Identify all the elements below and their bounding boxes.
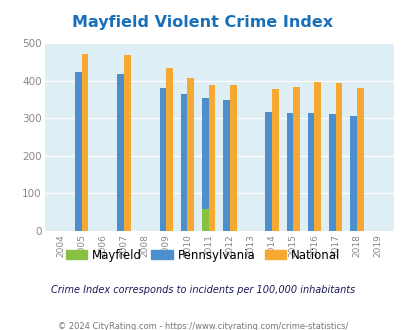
Bar xyxy=(124,55,130,231)
Bar xyxy=(314,82,320,231)
Bar xyxy=(307,113,314,231)
Bar xyxy=(222,100,229,231)
Bar xyxy=(229,85,236,231)
Bar xyxy=(292,87,299,231)
Bar xyxy=(81,54,88,231)
Bar xyxy=(356,88,362,231)
Bar xyxy=(328,114,335,231)
Bar xyxy=(208,85,215,231)
Text: Mayfield Violent Crime Index: Mayfield Violent Crime Index xyxy=(72,15,333,30)
Text: © 2024 CityRating.com - https://www.cityrating.com/crime-statistics/: © 2024 CityRating.com - https://www.city… xyxy=(58,322,347,330)
Text: Crime Index corresponds to incidents per 100,000 inhabitants: Crime Index corresponds to incidents per… xyxy=(51,285,354,295)
Bar xyxy=(286,113,292,231)
Bar xyxy=(271,89,278,231)
Bar xyxy=(180,94,187,231)
Bar xyxy=(117,74,124,231)
Bar xyxy=(201,209,208,231)
Legend: Mayfield, Pennsylvania, National: Mayfield, Pennsylvania, National xyxy=(61,244,344,266)
Bar xyxy=(201,98,208,231)
Bar xyxy=(349,116,356,231)
Bar xyxy=(166,69,173,231)
Bar xyxy=(75,72,81,231)
Bar xyxy=(159,88,166,231)
Bar xyxy=(187,78,194,231)
Bar xyxy=(265,113,271,231)
Bar xyxy=(335,83,341,231)
